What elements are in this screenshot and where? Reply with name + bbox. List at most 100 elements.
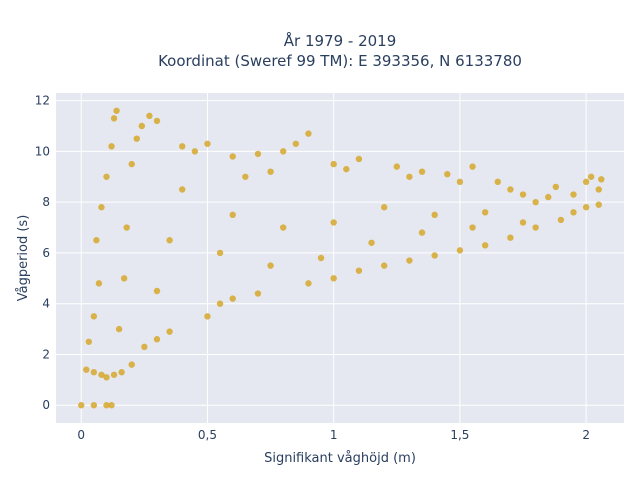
chart-title-line2: Koordinat (Sweref 99 TM): E 393356, N 61… <box>158 52 522 70</box>
data-point <box>305 130 312 137</box>
data-point <box>507 234 514 241</box>
y-tick-labels: 0 2 4 6 8 10 12 <box>35 94 50 413</box>
data-point <box>123 224 130 231</box>
data-point <box>179 143 186 150</box>
data-point <box>418 229 426 236</box>
data-point <box>456 178 464 186</box>
data-point <box>355 155 363 163</box>
data-point <box>292 140 300 147</box>
y-tick-label: 0 <box>42 398 50 412</box>
y-tick-label: 12 <box>35 94 50 108</box>
data-point <box>90 369 98 376</box>
data-point <box>330 219 337 226</box>
data-point <box>98 371 105 378</box>
data-point <box>481 242 489 249</box>
data-point <box>204 140 211 147</box>
y-tick-label: 4 <box>42 297 50 311</box>
data-point <box>254 290 262 297</box>
data-point <box>305 280 312 287</box>
data-point <box>267 168 274 175</box>
data-point <box>380 262 388 269</box>
data-point <box>166 237 173 244</box>
data-point <box>85 338 93 345</box>
data-point <box>179 186 186 193</box>
data-point <box>254 150 262 158</box>
data-point <box>587 173 595 180</box>
data-point <box>216 300 224 307</box>
data-point <box>204 313 211 320</box>
data-point <box>494 178 501 186</box>
data-point <box>128 361 135 368</box>
data-point <box>280 148 287 155</box>
data-point <box>330 275 337 282</box>
data-point <box>108 143 115 150</box>
grid-lines <box>56 93 624 423</box>
data-point <box>90 402 98 409</box>
data-point <box>532 198 539 206</box>
data-point <box>570 209 577 216</box>
data-point <box>229 153 236 160</box>
data-point <box>103 374 110 381</box>
data-point <box>552 183 560 191</box>
x-tick-label: 1 <box>330 428 338 442</box>
data-point <box>128 160 135 168</box>
data-point <box>90 313 98 320</box>
data-point <box>380 204 388 211</box>
y-tick-label: 6 <box>42 246 50 260</box>
data-point <box>133 135 140 142</box>
data-point <box>153 117 161 125</box>
data-point <box>519 219 527 226</box>
data-point <box>83 366 90 373</box>
data-point <box>343 165 350 173</box>
y-axis-title: Vågperiod (s) <box>16 215 31 302</box>
x-tick-label: 0 <box>77 428 85 442</box>
data-point <box>532 224 539 231</box>
data-point <box>431 252 438 259</box>
data-point <box>570 191 577 198</box>
data-point <box>431 211 438 219</box>
data-point <box>469 224 476 231</box>
data-point <box>582 178 590 186</box>
data-point <box>216 249 224 257</box>
data-point <box>595 186 602 193</box>
data-point <box>108 402 115 409</box>
data-point <box>93 237 100 244</box>
data-point <box>595 201 602 208</box>
x-axis-title: Signifikant våghöjd (m) <box>264 451 416 466</box>
data-point <box>418 168 426 175</box>
data-point <box>146 112 153 120</box>
data-point <box>138 122 146 130</box>
y-tick-label: 10 <box>35 144 50 158</box>
data-point <box>330 160 337 168</box>
data-point <box>115 325 123 333</box>
data-point <box>444 171 451 178</box>
data-point <box>406 173 413 180</box>
data-point <box>557 216 565 224</box>
data-point <box>242 173 249 180</box>
data-point <box>110 371 118 378</box>
data-point <box>267 262 274 269</box>
data-point <box>229 211 236 219</box>
data-point <box>118 369 125 376</box>
data-point <box>110 115 118 122</box>
x-tick-labels: 0 0,5 1 1,5 2 <box>77 428 590 442</box>
data-point <box>368 239 375 246</box>
data-points <box>78 107 605 409</box>
data-point <box>545 193 552 201</box>
data-point <box>507 186 514 193</box>
data-point <box>469 163 476 170</box>
data-point <box>103 173 110 180</box>
data-point <box>141 343 148 351</box>
data-point <box>153 287 161 295</box>
x-tick-label: 0,5 <box>198 428 217 442</box>
data-point <box>280 224 287 231</box>
data-point <box>317 254 325 262</box>
data-point <box>582 204 590 211</box>
data-point <box>98 204 105 211</box>
data-point <box>481 209 489 216</box>
data-point <box>598 176 605 183</box>
chart-title-line1: År 1979 - 2019 <box>284 31 397 50</box>
data-point <box>355 267 363 274</box>
data-point <box>456 247 464 254</box>
